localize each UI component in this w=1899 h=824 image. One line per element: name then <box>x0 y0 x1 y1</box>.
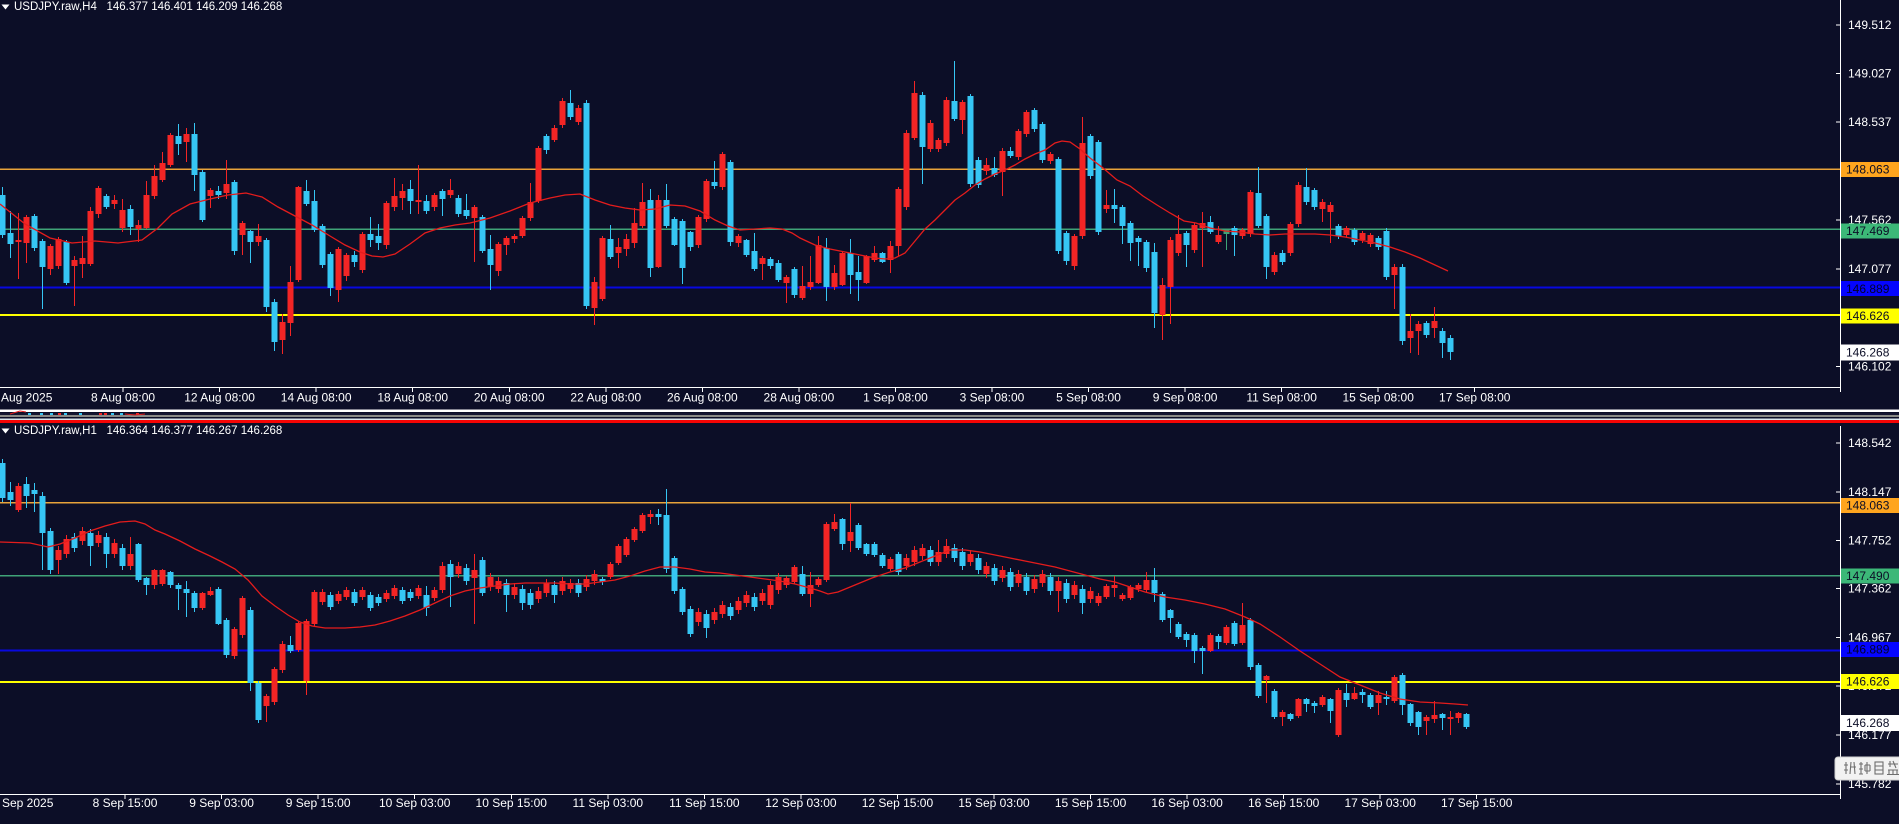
svg-text:8 Aug 08:00: 8 Aug 08:00 <box>91 391 155 405</box>
svg-text:26 Aug 08:00: 26 Aug 08:00 <box>667 391 738 405</box>
svg-text:Sep 2025: Sep 2025 <box>2 796 54 810</box>
svg-text:11 Sep 08:00: 11 Sep 08:00 <box>1246 391 1317 405</box>
svg-text:147.077: 147.077 <box>1848 262 1892 276</box>
svg-text:9 Sep 08:00: 9 Sep 08:00 <box>1153 391 1218 405</box>
svg-text:22 Aug 08:00: 22 Aug 08:00 <box>570 391 641 405</box>
svg-text:148.063: 148.063 <box>1846 499 1890 513</box>
svg-text:11 Sep 03:00: 11 Sep 03:00 <box>573 796 644 810</box>
svg-text:149.027: 149.027 <box>1848 67 1892 81</box>
svg-text:USDJPY.raw,H4 146.377 146.40: USDJPY.raw,H4 146.377 146.401 146.209 14… <box>14 1 282 13</box>
svg-text:3 Sep 08:00: 3 Sep 08:00 <box>960 391 1025 405</box>
svg-text:147.752: 147.752 <box>1848 534 1892 548</box>
svg-text:12 Aug 08:00: 12 Aug 08:00 <box>184 391 255 405</box>
svg-text:148.537: 148.537 <box>1848 115 1892 129</box>
svg-text:12 Sep 15:00: 12 Sep 15:00 <box>862 796 934 810</box>
svg-text:17 Sep 08:00: 17 Sep 08:00 <box>1439 391 1511 405</box>
svg-text:146.967: 146.967 <box>1848 631 1892 645</box>
svg-text:146.889: 146.889 <box>1846 643 1890 657</box>
svg-text:148.542: 148.542 <box>1848 436 1892 450</box>
svg-text:146.626: 146.626 <box>1846 675 1890 689</box>
svg-text:146.889: 146.889 <box>1846 282 1890 296</box>
svg-text:15 Sep 08:00: 15 Sep 08:00 <box>1342 391 1414 405</box>
svg-text:9 Sep 03:00: 9 Sep 03:00 <box>189 796 254 810</box>
svg-text:12 Sep 03:00: 12 Sep 03:00 <box>765 796 837 810</box>
svg-text:11 Sep 15:00: 11 Sep 15:00 <box>669 796 740 810</box>
svg-text:1 Sep 08:00: 1 Sep 08:00 <box>863 391 928 405</box>
svg-text:8 Sep 15:00: 8 Sep 15:00 <box>93 796 158 810</box>
svg-text:Aug 2025: Aug 2025 <box>1 391 53 405</box>
svg-text:149.512: 149.512 <box>1848 18 1892 32</box>
svg-text:5 Sep 08:00: 5 Sep 08:00 <box>1056 391 1121 405</box>
svg-text:148.147: 148.147 <box>1848 485 1892 499</box>
svg-text:146.626: 146.626 <box>1846 309 1890 323</box>
svg-text:10 Sep 15:00: 10 Sep 15:00 <box>476 796 548 810</box>
svg-text:146.177: 146.177 <box>1848 728 1892 742</box>
svg-text:15 Sep 03:00: 15 Sep 03:00 <box>958 796 1030 810</box>
svg-text:USDJPY.raw,H1 146.364 146.37: USDJPY.raw,H1 146.364 146.377 146.267 14… <box>14 425 282 437</box>
svg-text:18 Aug 08:00: 18 Aug 08:00 <box>377 391 448 405</box>
svg-text:146.268: 146.268 <box>1846 346 1890 360</box>
svg-text:16 Sep 15:00: 16 Sep 15:00 <box>1248 796 1320 810</box>
svg-text:145.782: 145.782 <box>1848 777 1892 791</box>
svg-text:17 Sep 15:00: 17 Sep 15:00 <box>1441 796 1513 810</box>
svg-text:146.102: 146.102 <box>1848 360 1892 374</box>
svg-text:17 Sep 03:00: 17 Sep 03:00 <box>1344 796 1416 810</box>
svg-text:147.362: 147.362 <box>1848 582 1892 596</box>
svg-text:28 Aug 08:00: 28 Aug 08:00 <box>764 391 835 405</box>
svg-text:16 Sep 03:00: 16 Sep 03:00 <box>1151 796 1223 810</box>
svg-text:10 Sep 03:00: 10 Sep 03:00 <box>379 796 451 810</box>
svg-text:15 Sep 15:00: 15 Sep 15:00 <box>1055 796 1127 810</box>
svg-text:147.469: 147.469 <box>1846 224 1890 238</box>
svg-text:148.063: 148.063 <box>1846 163 1890 177</box>
svg-text:9 Sep 15:00: 9 Sep 15:00 <box>286 796 351 810</box>
svg-text:146.268: 146.268 <box>1846 716 1890 730</box>
svg-text:14 Aug 08:00: 14 Aug 08:00 <box>281 391 352 405</box>
svg-text:20 Aug 08:00: 20 Aug 08:00 <box>474 391 545 405</box>
svg-text:147.490: 147.490 <box>1846 569 1890 583</box>
